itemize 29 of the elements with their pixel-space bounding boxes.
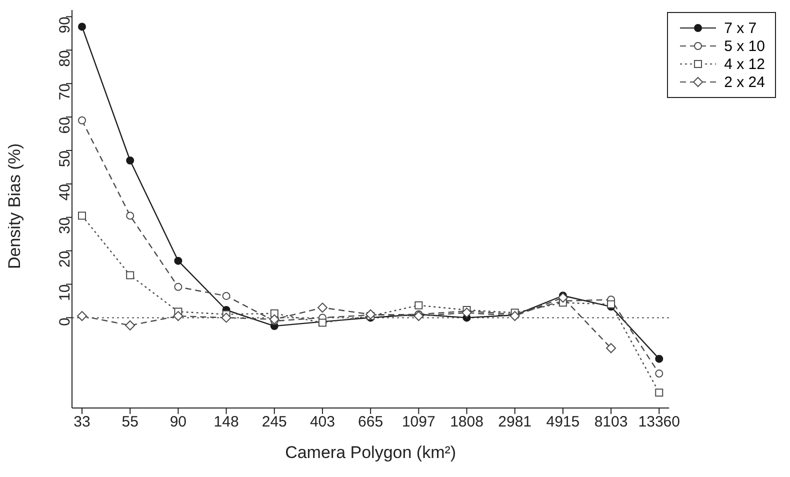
x-tick-label: 90 [170,414,187,431]
y-tick-label: 50 [56,150,74,168]
x-tick-label: 33 [74,414,90,431]
x-tick-label: 1097 [402,414,436,431]
y-tick-label: 80 [56,50,74,67]
legend-label: 4 x 12 [724,56,765,72]
x-tick-label: 665 [358,414,384,431]
x-tick-label: 245 [262,414,287,431]
x-tick-label: 4915 [546,414,580,431]
x-tick-label: 148 [214,414,239,431]
x-tick-label: 1808 [450,414,484,431]
y-tick-label: 10 [56,284,74,301]
y-axis-title: Density Bias (%) [5,143,24,269]
y-tick-label: 40 [56,184,74,201]
legend-label: 5 x 10 [724,38,765,54]
y-tick-label: 70 [56,84,74,100]
x-axis-title: Camera Polygon (km²) [285,443,456,462]
y-tick-label: 30 [56,217,74,234]
x-tick-label: 8103 [594,414,628,431]
legend-label: 7 x 7 [724,20,757,36]
y-tick-label: 0 [56,318,74,326]
x-tick-label: 2981 [498,414,532,431]
x-tick-label: 13360 [638,414,680,431]
legend-label: 2 x 24 [724,74,765,90]
y-tick-label: 90 [56,16,74,34]
x-tick-label: 403 [310,414,335,431]
y-tick-label: 60 [56,117,74,134]
x-tick-label: 55 [122,414,138,431]
y-tick-label: 20 [56,250,74,268]
